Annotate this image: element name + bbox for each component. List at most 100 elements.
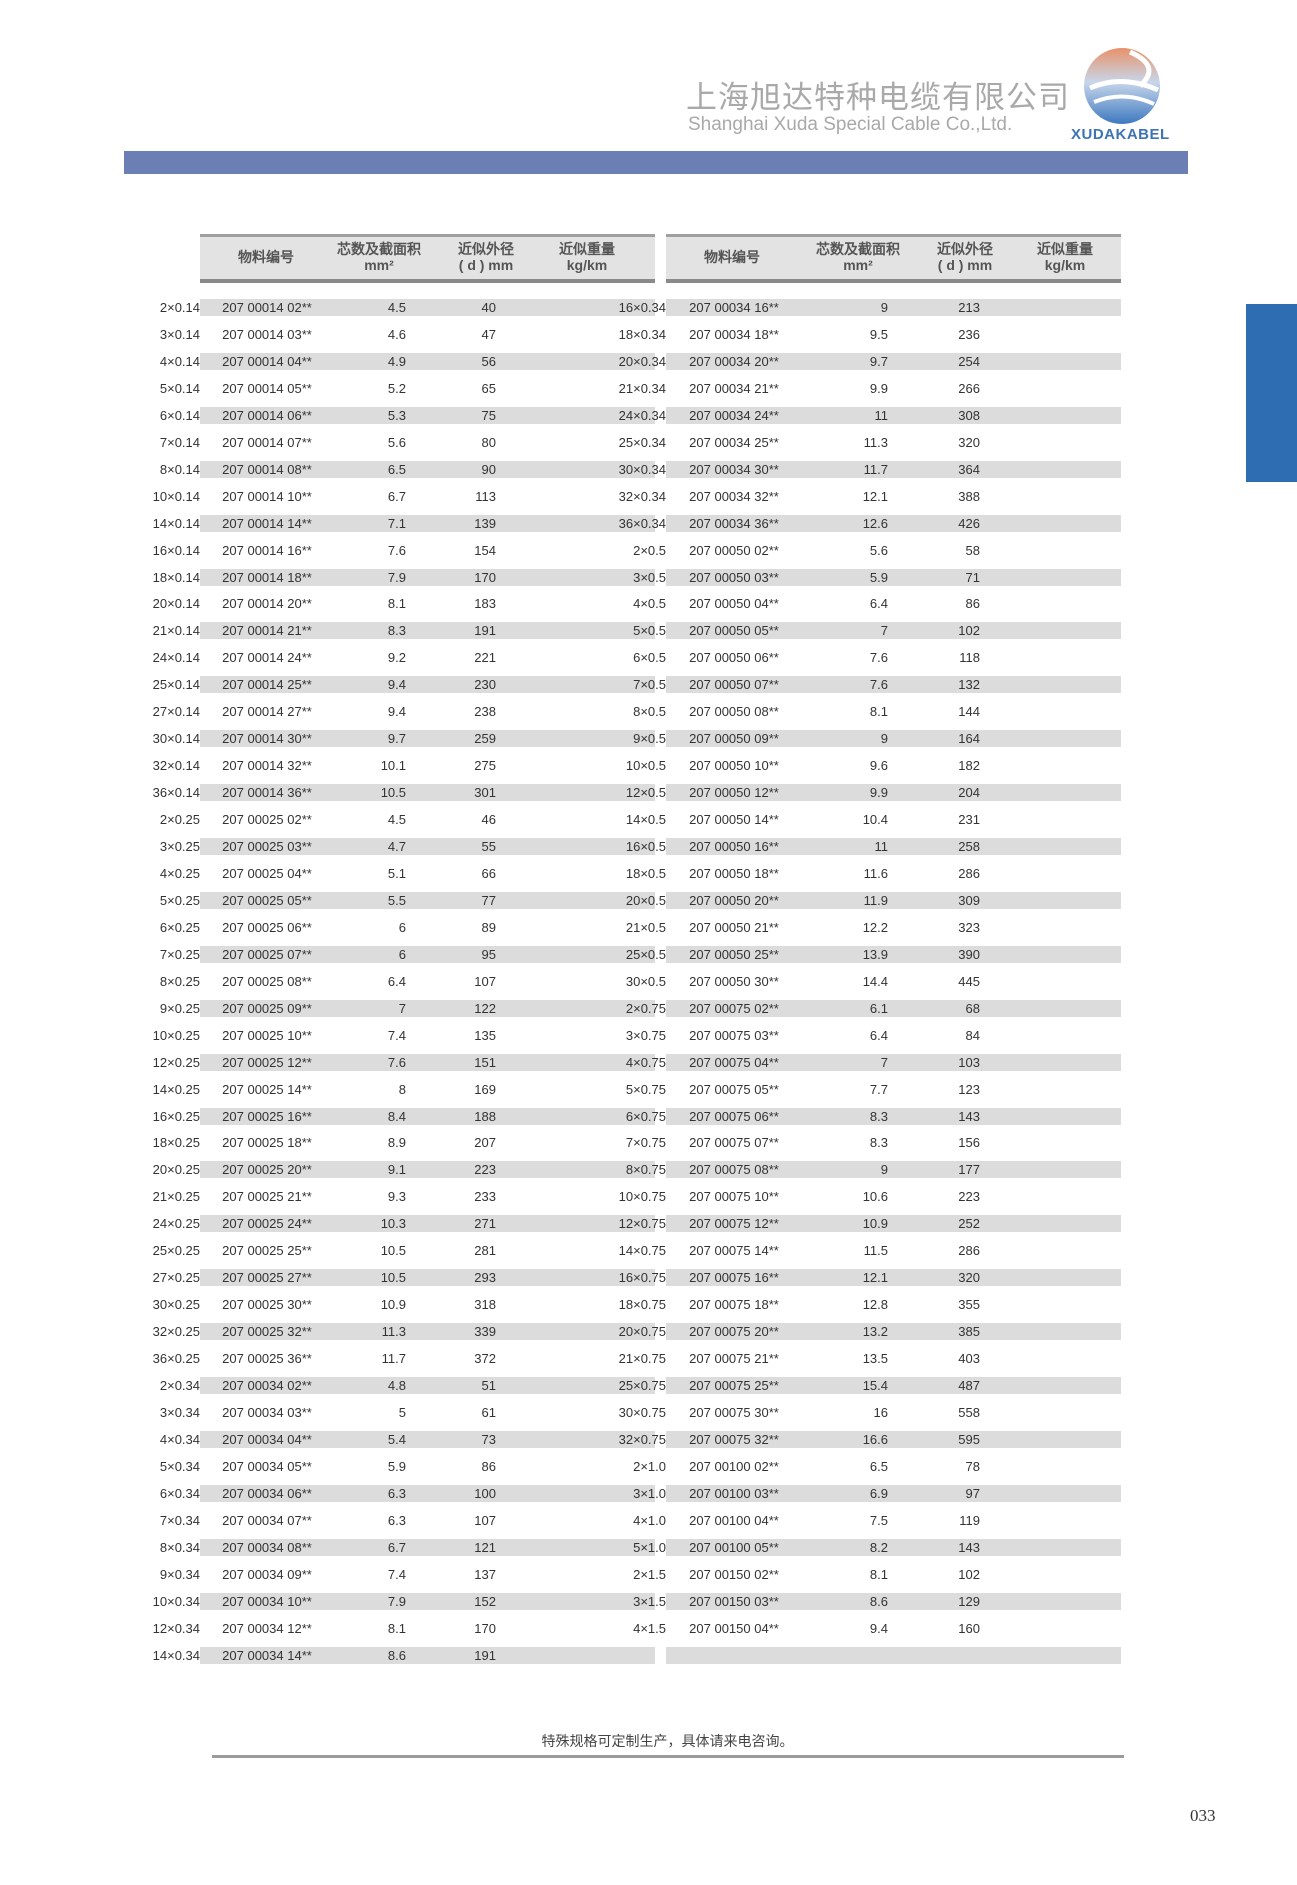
weight-cell: 385 bbox=[958, 1324, 980, 1340]
diameter-cell: 7.6 bbox=[387, 1054, 406, 1070]
diameter-cell: 10.5 bbox=[380, 1243, 406, 1259]
weight-cell: 301 bbox=[474, 785, 496, 801]
spec-cell: 6×0.25 bbox=[159, 919, 200, 935]
spec-cell: 36×0.14 bbox=[152, 785, 200, 801]
weight-cell: 323 bbox=[958, 919, 980, 935]
material-code-cell: 207 00025 10** bbox=[222, 1027, 312, 1043]
diameter-cell: 10.5 bbox=[380, 785, 406, 801]
diameter-cell: 7.6 bbox=[869, 677, 888, 693]
table-row: 207 00050 10** 10×0.5 9.6 182 bbox=[626, 752, 1121, 779]
diameter-cell: 9.3 bbox=[387, 1189, 406, 1205]
weight-cell: 182 bbox=[958, 758, 980, 774]
table-row: 207 00025 25** 25×0.25 10.5 281 bbox=[153, 1237, 655, 1264]
material-code-cell: 207 00025 05** bbox=[222, 892, 312, 908]
spec-cell: 36×0.25 bbox=[152, 1351, 200, 1367]
weight-cell: 309 bbox=[958, 892, 980, 908]
weight-cell: 102 bbox=[958, 623, 980, 639]
header-code: 物料编号 bbox=[704, 249, 760, 265]
spec-cell: 25×0.75 bbox=[618, 1378, 666, 1393]
material-code-cell: 207 00025 25** bbox=[222, 1243, 312, 1259]
diameter-cell: 10.3 bbox=[380, 1216, 406, 1232]
diameter-cell: 9.4 bbox=[387, 704, 406, 720]
diameter-cell: 7.1 bbox=[387, 515, 406, 531]
table-row: 207 00034 10** 10×0.34 7.9 152 bbox=[153, 1588, 655, 1615]
weight-cell: 258 bbox=[958, 839, 980, 854]
table-row: 207 00034 14** 14×0.34 8.6 191 bbox=[153, 1642, 655, 1669]
weight-cell: 51 bbox=[481, 1378, 496, 1393]
spec-cell: 30×0.5 bbox=[625, 973, 666, 989]
material-code-cell: 207 00034 14** bbox=[222, 1647, 312, 1663]
table-row: 207 00050 14** 14×0.5 10.4 231 bbox=[626, 806, 1121, 833]
diameter-cell: 7.9 bbox=[387, 569, 406, 585]
material-code-cell: 207 00034 10** bbox=[222, 1593, 312, 1609]
weight-cell: 55 bbox=[481, 839, 496, 854]
table-row: 207 00075 20** 20×0.75 13.2 385 bbox=[619, 1318, 1121, 1345]
header-weight-label: 近似重量 bbox=[559, 241, 615, 257]
weight-cell: 487 bbox=[958, 1378, 980, 1393]
table-row: 207 00014 14** 14×0.14 7.1 139 bbox=[153, 510, 655, 537]
weight-cell: 223 bbox=[474, 1162, 496, 1178]
material-code-cell: 207 00150 02** bbox=[689, 1566, 779, 1582]
material-code-cell: 207 00075 18** bbox=[689, 1297, 779, 1313]
table-row: 207 00150 02** 2×1.5 8.1 102 bbox=[633, 1561, 1121, 1588]
weight-cell: 231 bbox=[958, 812, 980, 828]
spec-cell: 4×1.5 bbox=[633, 1620, 666, 1636]
weight-cell: 558 bbox=[958, 1404, 980, 1420]
diameter-cell: 8.3 bbox=[869, 1108, 888, 1124]
diameter-cell: 7.4 bbox=[387, 1566, 406, 1582]
header-spec: 芯数及截面积 mm² bbox=[816, 241, 900, 273]
table-row: 207 00034 06** 6×0.34 6.3 100 bbox=[160, 1480, 655, 1507]
diameter-cell: 9.5 bbox=[869, 326, 888, 342]
table-row: 207 00025 21** 21×0.25 9.3 233 bbox=[153, 1183, 655, 1210]
diameter-cell: 7.9 bbox=[387, 1593, 406, 1609]
diameter-cell: 11.7 bbox=[863, 461, 888, 477]
table-row: 207 00075 30** 30×0.75 16 558 bbox=[619, 1399, 1121, 1426]
table-row: 207 00075 04** 4×0.75 7 103 bbox=[626, 1049, 1121, 1076]
spec-cell: 9×0.34 bbox=[159, 1566, 200, 1582]
diameter-cell: 8.2 bbox=[869, 1539, 888, 1555]
spec-cell: 7×0.25 bbox=[159, 946, 200, 962]
table-row: 207 00014 07** 7×0.14 5.6 80 bbox=[160, 429, 655, 456]
material-code-cell: 207 00075 16** bbox=[689, 1270, 779, 1286]
diameter-cell: 15.4 bbox=[862, 1378, 888, 1393]
diameter-cell: 8.3 bbox=[387, 623, 406, 639]
spec-cell: 6×0.14 bbox=[159, 407, 200, 423]
table-row: 207 00034 03** 3×0.34 5 61 bbox=[160, 1399, 655, 1426]
weight-cell: 152 bbox=[474, 1593, 496, 1609]
diameter-cell: 10.1 bbox=[380, 758, 406, 774]
weight-cell: 58 bbox=[965, 542, 980, 558]
spec-cell: 25×0.5 bbox=[625, 946, 666, 962]
spec-cell: 27×0.25 bbox=[152, 1270, 200, 1286]
diameter-cell: 4.5 bbox=[387, 812, 406, 828]
spec-cell: 4×0.75 bbox=[625, 1054, 666, 1070]
spec-cell: 20×0.34 bbox=[618, 353, 666, 369]
spec-cell: 7×0.14 bbox=[159, 434, 200, 450]
diameter-cell: 8 bbox=[398, 1081, 406, 1097]
material-code-cell: 207 00025 20** bbox=[222, 1162, 312, 1178]
weight-cell: 230 bbox=[474, 677, 496, 693]
diameter-cell: 9.9 bbox=[869, 380, 888, 396]
material-code-cell: 207 00025 06** bbox=[222, 919, 312, 935]
table-row: 207 00075 02** 2×0.75 6.1 68 bbox=[626, 995, 1121, 1022]
diameter-cell: 7.6 bbox=[387, 542, 406, 558]
diameter-cell: 11.3 bbox=[863, 434, 888, 450]
weight-cell: 56 bbox=[481, 353, 496, 369]
material-code-cell: 207 00075 32** bbox=[689, 1431, 779, 1447]
material-code-cell: 207 00050 02** bbox=[689, 542, 779, 558]
weight-cell: 191 bbox=[474, 1647, 496, 1663]
spec-cell: 21×0.14 bbox=[152, 623, 200, 639]
spec-cell: 30×0.25 bbox=[152, 1297, 200, 1313]
weight-cell: 123 bbox=[958, 1081, 980, 1097]
diameter-cell: 6.1 bbox=[869, 1000, 888, 1016]
spec-cell: 8×0.75 bbox=[625, 1162, 666, 1178]
material-code-cell: 207 00025 02** bbox=[222, 812, 312, 828]
diameter-cell: 6.4 bbox=[387, 973, 406, 989]
weight-cell: 137 bbox=[474, 1566, 496, 1582]
weight-cell: 144 bbox=[958, 704, 980, 720]
table-row: 207 00014 32** 32×0.14 10.1 275 bbox=[153, 752, 655, 779]
table-row: 207 00025 18** 18×0.25 8.9 207 bbox=[153, 1129, 655, 1156]
material-code-cell: 207 00050 25** bbox=[689, 946, 779, 962]
spec-cell: 2×0.5 bbox=[633, 542, 666, 558]
weight-cell: 160 bbox=[958, 1620, 980, 1636]
spec-cell: 5×0.25 bbox=[159, 892, 200, 908]
